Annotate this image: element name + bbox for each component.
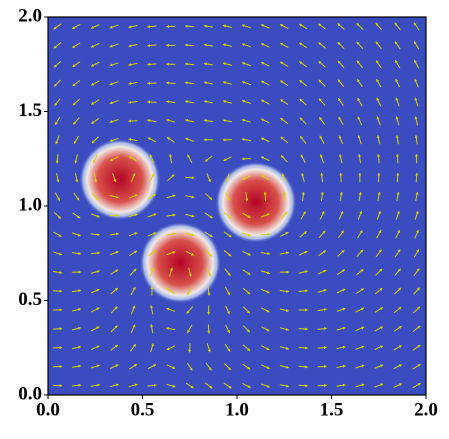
quiver-arrow — [185, 26, 194, 27]
quiver-arrow — [299, 385, 308, 386]
x-tick-label: 0.5 — [131, 399, 155, 420]
quiver-arrow — [265, 192, 266, 201]
quiver-arrow — [318, 347, 327, 348]
y-tick-label: 0.5 — [18, 289, 42, 310]
x-tick-label: 1.0 — [225, 399, 249, 420]
y-tick-label: 1.0 — [18, 194, 42, 215]
quiver-arrow — [299, 329, 308, 330]
quiver-arrow — [53, 291, 62, 292]
quiver-arrow — [397, 173, 398, 182]
y-tick-label: 0.0 — [18, 383, 42, 404]
x-tick-label: 2.0 — [414, 399, 438, 420]
y-tick-label: 2.0 — [18, 5, 42, 26]
blob — [79, 139, 161, 221]
quiver-arrow — [147, 64, 156, 65]
quiver-arrow — [284, 192, 285, 201]
y-tick-label: 1.5 — [18, 100, 42, 121]
blob — [215, 161, 297, 243]
quiver-arrow — [166, 83, 175, 84]
quiver-arrow — [416, 173, 417, 182]
quiver-arrow — [397, 154, 398, 163]
x-tick-label: 1.5 — [320, 399, 344, 420]
quiver-arrow — [208, 324, 209, 333]
